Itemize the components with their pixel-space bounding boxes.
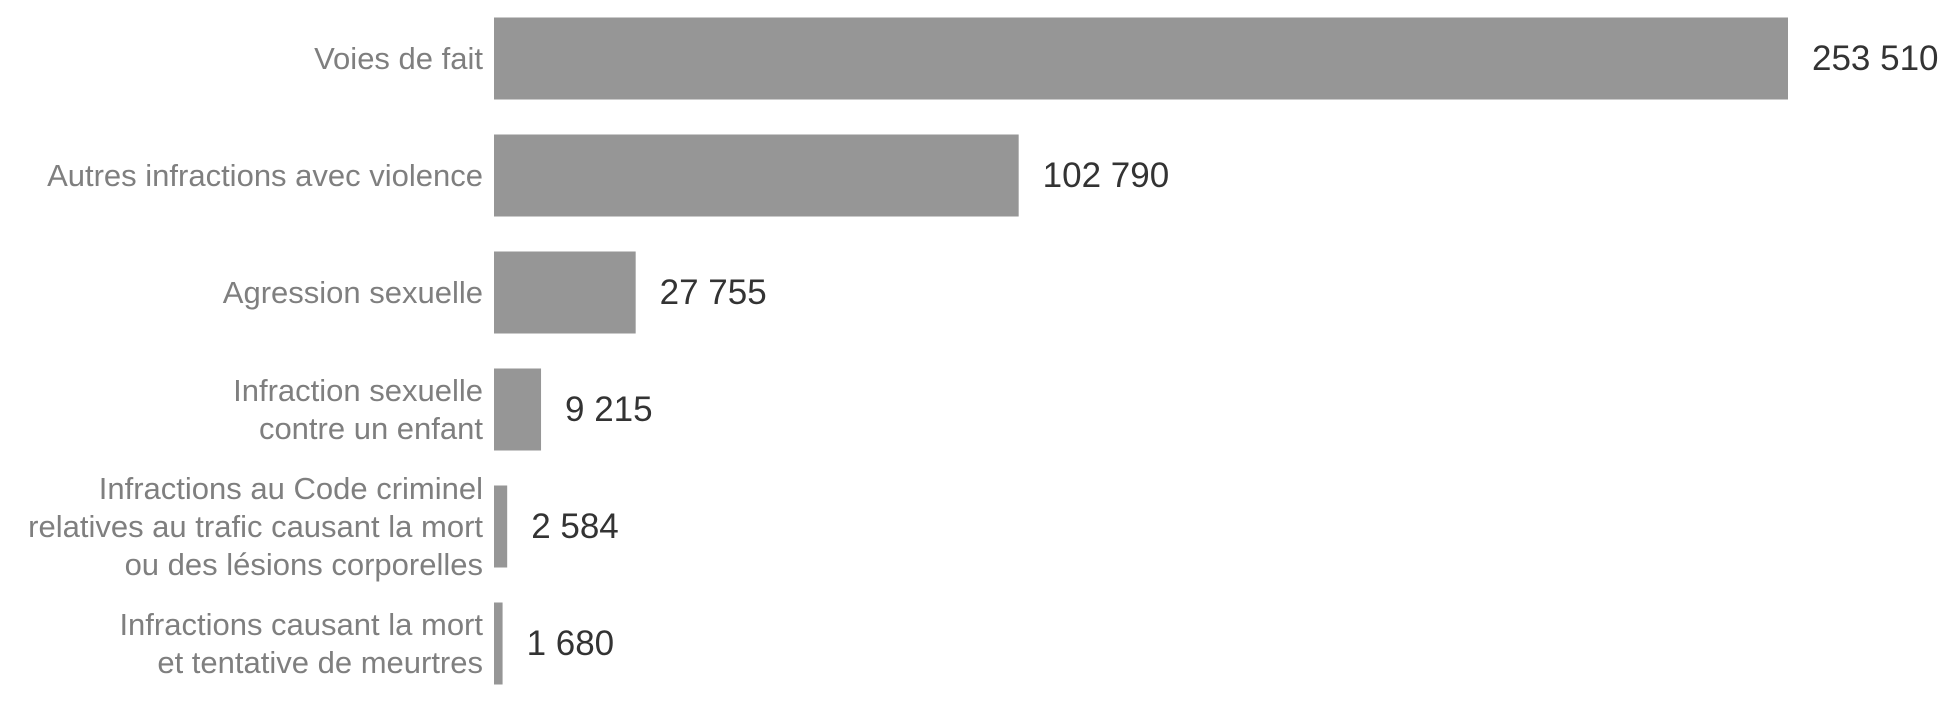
category-label: Voies de fait <box>314 40 483 76</box>
category-label: Autres infractions avec violence <box>47 157 483 193</box>
category-label: Agression sexuelle <box>222 274 483 310</box>
value-label: 1 680 <box>526 623 615 663</box>
value-label: 9 215 <box>565 389 653 429</box>
category-label: Infraction sexuelle contre un enfant <box>233 372 483 446</box>
bar <box>494 251 636 334</box>
category-label: Infractions au Code criminel relatives a… <box>28 470 483 582</box>
category-label: Infractions causant la mort et tentative… <box>119 606 483 680</box>
bar <box>494 17 1788 100</box>
bar <box>494 134 1019 217</box>
bar <box>494 485 508 568</box>
value-label: 102 790 <box>1042 155 1170 195</box>
value-label: 2 584 <box>531 506 619 546</box>
value-label: 253 510 <box>1812 38 1939 78</box>
bar <box>494 602 503 685</box>
bar <box>494 368 542 451</box>
value-label: 27 755 <box>659 272 767 312</box>
